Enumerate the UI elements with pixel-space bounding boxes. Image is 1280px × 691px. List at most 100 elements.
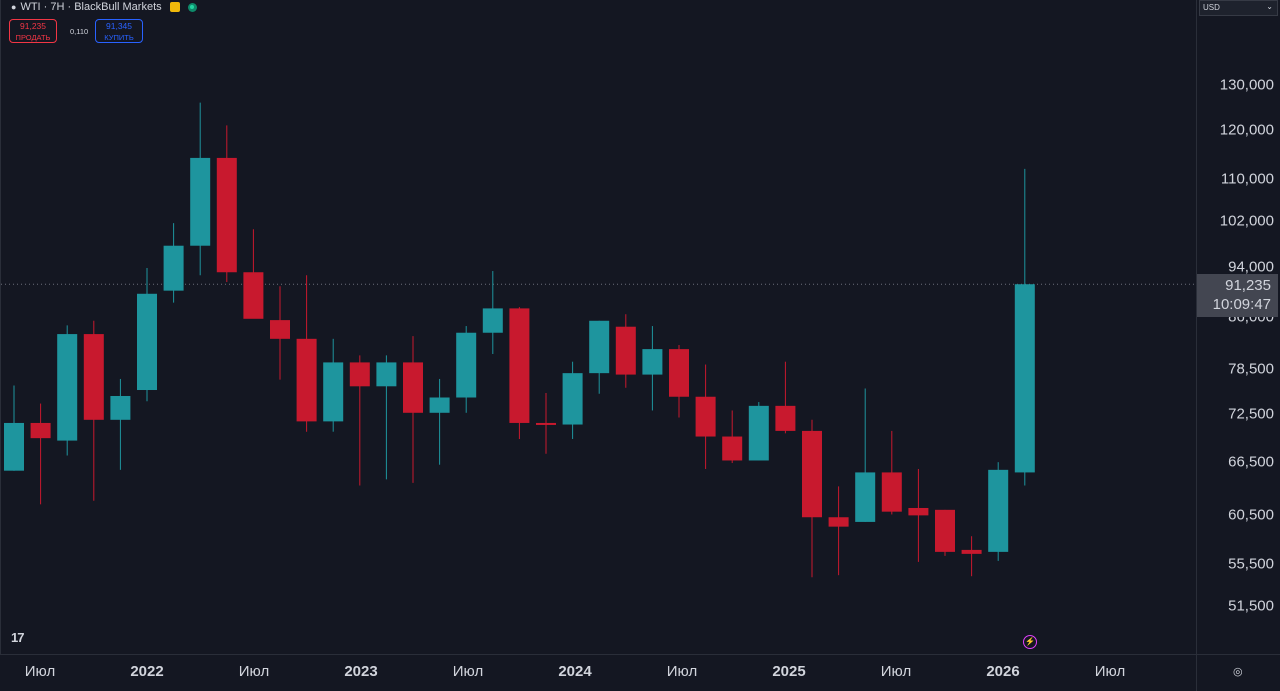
candle[interactable] xyxy=(961,536,982,577)
candle-body xyxy=(562,373,583,425)
candle-body xyxy=(536,422,556,425)
price-tick-label: 110,000 xyxy=(1220,170,1274,188)
candle[interactable] xyxy=(83,320,104,501)
candle[interactable] xyxy=(775,361,796,434)
symbol-legend[interactable]: ● WTI · 7Н · BlackBull Markets xyxy=(11,1,197,13)
candle-body xyxy=(881,472,902,512)
candle-body xyxy=(961,549,982,554)
candle[interactable] xyxy=(482,271,503,354)
candle[interactable] xyxy=(589,320,610,394)
price-tick-label: 120,000 xyxy=(1219,121,1274,139)
time-tick-label: Июл xyxy=(666,663,698,680)
buy-label: КУПИТЬ xyxy=(104,33,134,42)
price-tick-label: 60,500 xyxy=(1228,506,1274,524)
oil-drop-icon: ● xyxy=(11,2,17,12)
candle-body xyxy=(376,362,397,387)
candle[interactable] xyxy=(30,403,51,505)
candle-body xyxy=(642,349,663,375)
candle[interactable] xyxy=(509,307,530,439)
candle[interactable] xyxy=(4,385,24,471)
candle[interactable] xyxy=(562,361,583,439)
candle-body xyxy=(456,332,477,398)
candle[interactable] xyxy=(429,378,450,465)
price-tick-label: 102,000 xyxy=(1219,212,1274,230)
market-badge-icon xyxy=(169,2,180,12)
candle-body xyxy=(669,349,689,397)
candlestick-chart[interactable] xyxy=(1,0,1197,654)
candle-body xyxy=(828,517,849,527)
candle-body xyxy=(802,430,822,518)
price-tick-label: 72,500 xyxy=(1228,405,1274,423)
sell-button[interactable]: 91,235 ПРОДАТЬ xyxy=(9,19,57,43)
candle[interactable] xyxy=(1014,168,1035,486)
chart-pane[interactable] xyxy=(0,0,1197,654)
candle[interactable] xyxy=(748,402,769,461)
time-tick-label: Июл xyxy=(238,663,270,680)
candle[interactable] xyxy=(722,410,743,464)
candle[interactable] xyxy=(908,468,929,562)
flash-icon[interactable]: ⚡ xyxy=(1023,635,1037,649)
candle-body xyxy=(270,320,290,339)
price-axis[interactable]: 130,000 120,000 110,000 102,000 94,000 86,000… xyxy=(1196,0,1280,654)
price-tick-label: 55,500 xyxy=(1228,555,1274,573)
candle-body xyxy=(216,157,237,273)
candle[interactable] xyxy=(296,275,317,432)
candle[interactable] xyxy=(110,378,131,470)
price-tick-label: 94,000 xyxy=(1228,258,1274,276)
candle[interactable] xyxy=(137,268,157,402)
candle-body xyxy=(137,293,157,391)
candle[interactable] xyxy=(349,355,370,486)
time-axis[interactable]: Июл 2022 Июл 2023 Июл 2024 Июл 2025 Июл 2026 Июл xyxy=(0,654,1196,691)
time-tick-label: Июл xyxy=(24,663,56,680)
candle-body xyxy=(748,405,769,461)
price-tick-label: 66,500 xyxy=(1228,453,1274,471)
candle[interactable] xyxy=(216,125,237,282)
candle[interactable] xyxy=(57,325,78,456)
candle[interactable] xyxy=(376,355,397,480)
candle[interactable] xyxy=(642,326,663,411)
candle-body xyxy=(695,396,716,437)
time-tick-label: 2023 xyxy=(344,663,378,680)
candle[interactable] xyxy=(615,314,636,388)
candle-body xyxy=(110,395,131,420)
sell-price: 91,235 xyxy=(20,21,46,31)
candle[interactable] xyxy=(403,336,423,483)
candle[interactable] xyxy=(855,388,876,522)
candle[interactable] xyxy=(695,364,716,469)
candle[interactable] xyxy=(935,509,955,556)
candle-body xyxy=(482,308,503,333)
candle[interactable] xyxy=(881,430,902,515)
currency-select[interactable]: USD ⌄ xyxy=(1199,0,1278,16)
time-tick-label: 2022 xyxy=(130,663,164,680)
candle[interactable] xyxy=(190,102,211,276)
chevron-down-icon: ⌄ xyxy=(1266,2,1273,11)
buy-button[interactable]: 91,345 КУПИТЬ xyxy=(95,19,143,43)
candle[interactable] xyxy=(988,462,1009,561)
candle[interactable] xyxy=(323,338,344,432)
candle[interactable] xyxy=(536,392,556,454)
candle-body xyxy=(722,436,743,461)
time-tick-label: 2025 xyxy=(772,663,806,680)
candle[interactable] xyxy=(456,326,477,413)
axis-corner xyxy=(1196,654,1280,691)
candle-body xyxy=(775,405,796,431)
candle-body xyxy=(83,334,104,420)
buy-price: 91,345 xyxy=(106,21,132,31)
candle-body xyxy=(296,338,317,422)
tradingview-logo-icon[interactable]: 17 xyxy=(11,630,25,645)
sell-label: ПРОДАТЬ xyxy=(15,33,51,42)
price-tick-label: 78,500 xyxy=(1228,360,1274,378)
candle[interactable] xyxy=(669,344,689,418)
candle[interactable] xyxy=(243,229,264,319)
currency-label: USD xyxy=(1203,3,1220,12)
candle-body xyxy=(243,272,264,319)
candle-body xyxy=(323,362,344,422)
candle[interactable] xyxy=(163,223,184,303)
candle[interactable] xyxy=(802,419,822,578)
settings-icon[interactable]: ◎ xyxy=(1233,666,1243,678)
spread-value: 0,110 xyxy=(70,27,89,36)
candle[interactable] xyxy=(270,286,290,380)
candle-body xyxy=(988,469,1009,552)
candle-body xyxy=(615,326,636,375)
candle[interactable] xyxy=(828,486,849,576)
